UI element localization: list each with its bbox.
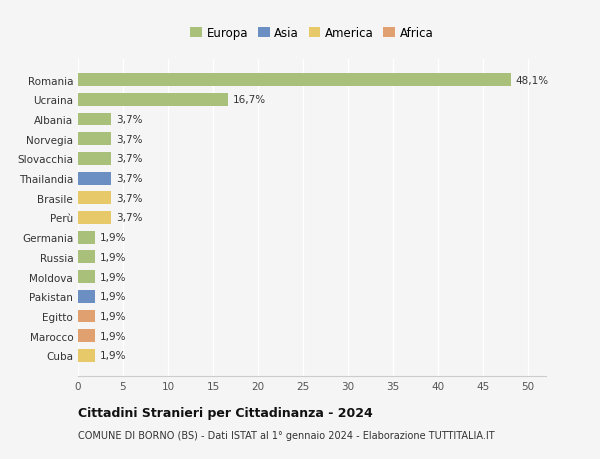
- Bar: [78, 330, 95, 342]
- Text: 3,7%: 3,7%: [116, 174, 142, 184]
- Bar: [78, 310, 95, 323]
- Text: 3,7%: 3,7%: [116, 134, 142, 145]
- Bar: [78, 212, 112, 224]
- Text: 3,7%: 3,7%: [116, 193, 142, 203]
- Text: 3,7%: 3,7%: [116, 154, 142, 164]
- Bar: [78, 271, 95, 283]
- Bar: [78, 290, 95, 303]
- Text: 1,9%: 1,9%: [100, 351, 126, 361]
- Text: 48,1%: 48,1%: [515, 75, 548, 85]
- Text: 16,7%: 16,7%: [233, 95, 266, 105]
- Bar: [78, 133, 112, 146]
- Text: Cittadini Stranieri per Cittadinanza - 2024: Cittadini Stranieri per Cittadinanza - 2…: [78, 406, 373, 419]
- Text: 1,9%: 1,9%: [100, 233, 126, 243]
- Text: 1,9%: 1,9%: [100, 252, 126, 263]
- Bar: [78, 74, 511, 87]
- Bar: [78, 231, 95, 244]
- Legend: Europa, Asia, America, Africa: Europa, Asia, America, Africa: [188, 24, 436, 42]
- Bar: [78, 192, 112, 205]
- Text: 3,7%: 3,7%: [116, 213, 142, 223]
- Text: 1,9%: 1,9%: [100, 272, 126, 282]
- Bar: [78, 113, 112, 126]
- Text: COMUNE DI BORNO (BS) - Dati ISTAT al 1° gennaio 2024 - Elaborazione TUTTITALIA.I: COMUNE DI BORNO (BS) - Dati ISTAT al 1° …: [78, 430, 494, 440]
- Text: 1,9%: 1,9%: [100, 291, 126, 302]
- Bar: [78, 153, 112, 165]
- Bar: [78, 251, 95, 264]
- Bar: [78, 349, 95, 362]
- Text: 1,9%: 1,9%: [100, 331, 126, 341]
- Text: 1,9%: 1,9%: [100, 311, 126, 321]
- Bar: [78, 172, 112, 185]
- Bar: [78, 94, 228, 106]
- Text: 3,7%: 3,7%: [116, 115, 142, 125]
